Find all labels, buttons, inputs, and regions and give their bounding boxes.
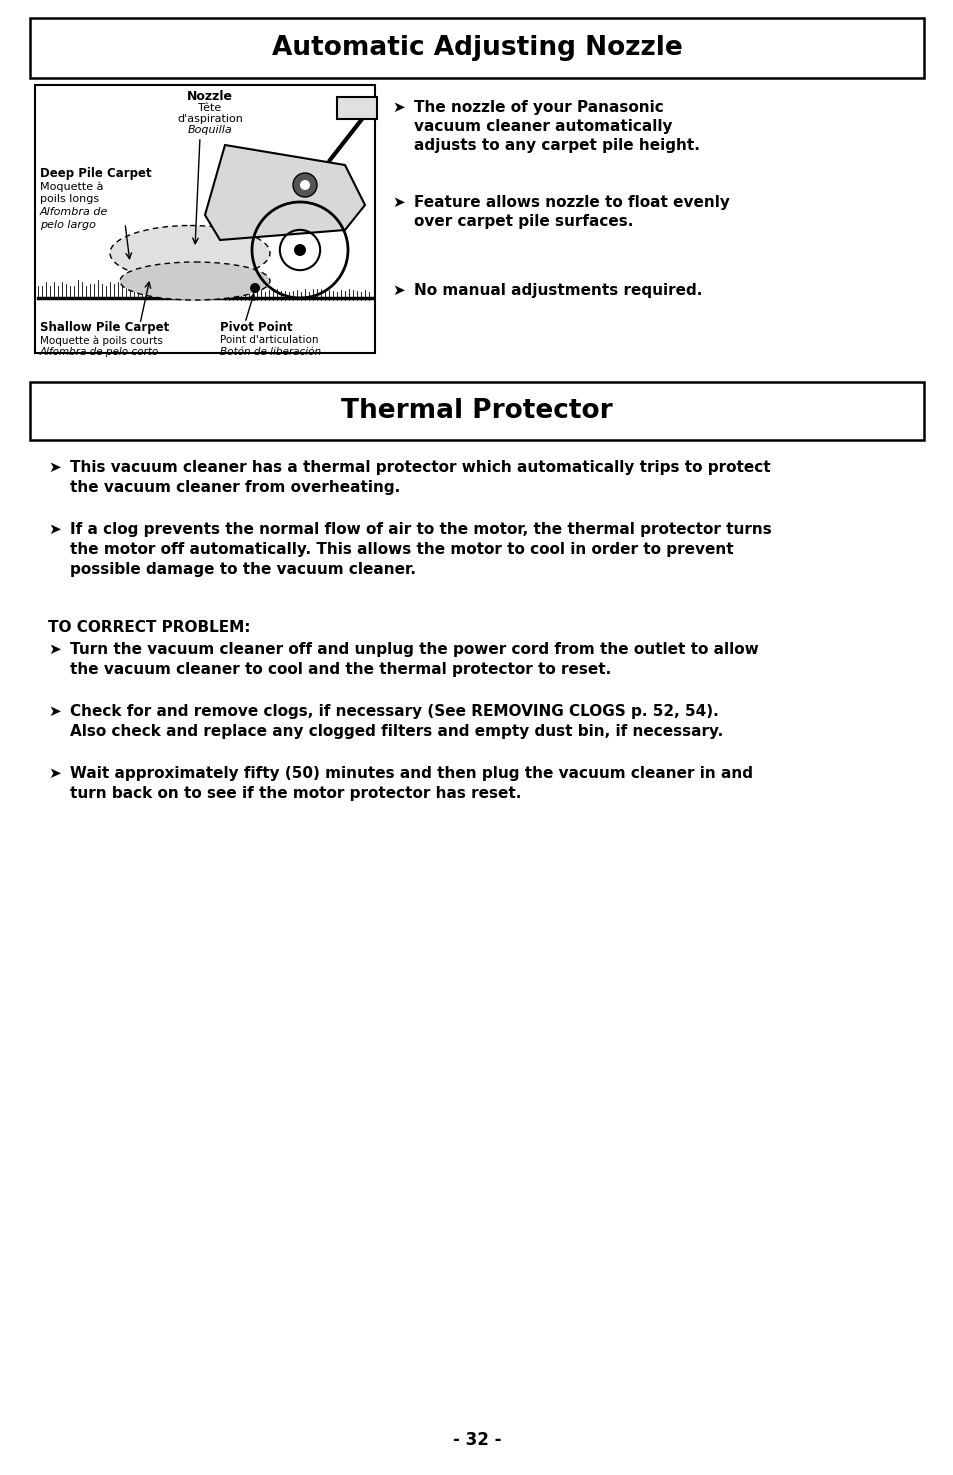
Text: The nozzle of your Panasonic: The nozzle of your Panasonic (414, 100, 663, 115)
Text: ➤: ➤ (48, 766, 61, 780)
Text: Wait approximately fifty (50) minutes and then plug the vacuum cleaner in and: Wait approximately fifty (50) minutes an… (70, 766, 752, 780)
Circle shape (294, 243, 306, 257)
Text: Check for and remove clogs, if necessary (See REMOVING CLOGS p. 52, 54).: Check for and remove clogs, if necessary… (70, 704, 718, 718)
Ellipse shape (120, 263, 270, 299)
Text: ➤: ➤ (48, 460, 61, 475)
Text: TO CORRECT PROBLEM:: TO CORRECT PROBLEM: (48, 620, 251, 636)
Circle shape (250, 283, 260, 294)
Text: pelo largo: pelo largo (40, 220, 95, 230)
Ellipse shape (110, 226, 270, 280)
Text: the vacuum cleaner to cool and the thermal protector to reset.: the vacuum cleaner to cool and the therm… (70, 662, 611, 677)
Bar (35, 86, 375, 353)
Text: possible damage to the vacuum cleaner.: possible damage to the vacuum cleaner. (70, 562, 416, 577)
Text: Automatic Adjusting Nozzle: Automatic Adjusting Nozzle (272, 35, 681, 60)
Text: Shallow Pile Carpet: Shallow Pile Carpet (40, 322, 169, 333)
Bar (30, 382, 923, 440)
Text: ➤: ➤ (48, 642, 61, 656)
Text: ➤: ➤ (48, 704, 61, 718)
Text: Also check and replace any clogged filters and empty dust bin, if necessary.: Also check and replace any clogged filte… (70, 724, 722, 739)
Text: Point d'articulation: Point d'articulation (220, 335, 318, 345)
Text: the motor off automatically. This allows the motor to cool in order to prevent: the motor off automatically. This allows… (70, 541, 733, 558)
Text: No manual adjustments required.: No manual adjustments required. (414, 283, 701, 298)
Polygon shape (205, 145, 365, 240)
Text: over carpet pile surfaces.: over carpet pile surfaces. (414, 214, 633, 229)
Text: Pivot Point: Pivot Point (220, 322, 293, 333)
Text: Alfombra de pelo corto: Alfombra de pelo corto (40, 347, 159, 357)
Text: vacuum cleaner automatically: vacuum cleaner automatically (414, 119, 672, 134)
Text: - 32 -: - 32 - (453, 1431, 500, 1448)
Text: Tête: Tête (198, 103, 221, 114)
Text: Boquilla: Boquilla (188, 125, 233, 136)
Text: ➤: ➤ (392, 195, 404, 209)
Text: Moquette à: Moquette à (40, 181, 103, 192)
Text: turn back on to see if the motor protector has reset.: turn back on to see if the motor protect… (70, 786, 521, 801)
Text: the vacuum cleaner from overheating.: the vacuum cleaner from overheating. (70, 479, 400, 496)
Text: Thermal Protector: Thermal Protector (341, 398, 612, 423)
Text: adjusts to any carpet pile height.: adjusts to any carpet pile height. (414, 139, 700, 153)
Text: Turn the vacuum cleaner off and unplug the power cord from the outlet to allow: Turn the vacuum cleaner off and unplug t… (70, 642, 758, 656)
Text: Deep Pile Carpet: Deep Pile Carpet (40, 167, 152, 180)
Text: If a clog prevents the normal flow of air to the motor, the thermal protector tu: If a clog prevents the normal flow of ai… (70, 522, 771, 537)
Circle shape (299, 180, 310, 190)
Text: ➤: ➤ (48, 522, 61, 537)
Text: poils longs: poils longs (40, 195, 99, 204)
Text: Feature allows nozzle to float evenly: Feature allows nozzle to float evenly (414, 195, 729, 209)
Text: ➤: ➤ (392, 100, 404, 115)
Text: Alfombra de: Alfombra de (40, 207, 109, 217)
Circle shape (293, 173, 316, 198)
Text: This vacuum cleaner has a thermal protector which automatically trips to protect: This vacuum cleaner has a thermal protec… (70, 460, 770, 475)
Text: d'aspiration: d'aspiration (177, 114, 243, 124)
Bar (30, 18, 923, 78)
Text: Botón de liberación: Botón de liberación (220, 347, 321, 357)
Text: Nozzle: Nozzle (187, 90, 233, 103)
Text: ➤: ➤ (392, 283, 404, 298)
Text: Moquette à poils courts: Moquette à poils courts (40, 335, 163, 345)
Bar (336, 97, 376, 119)
